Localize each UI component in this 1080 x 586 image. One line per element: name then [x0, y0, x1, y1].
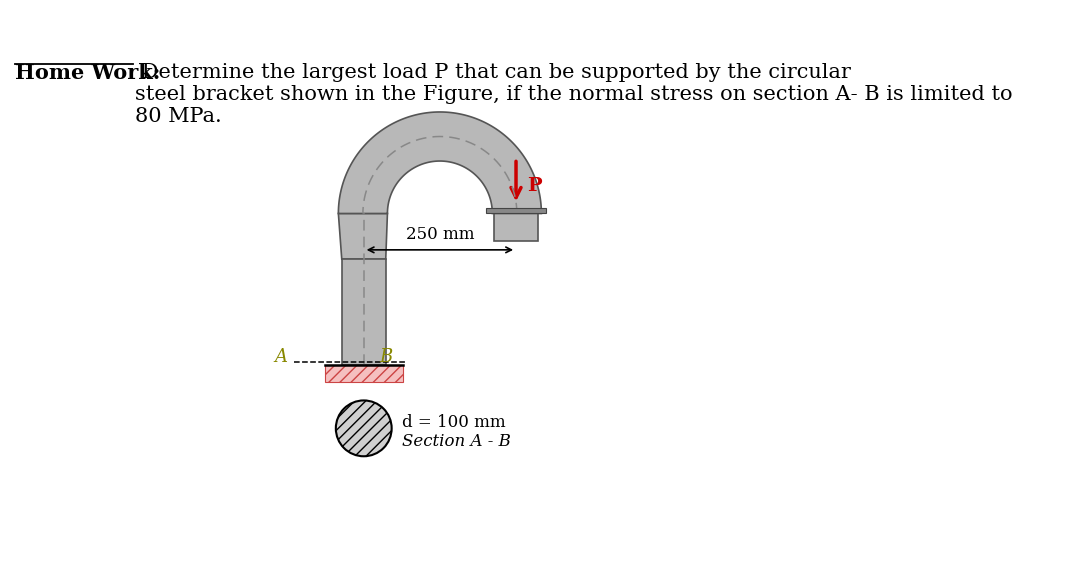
Polygon shape — [338, 213, 388, 259]
Text: Home Work:: Home Work: — [15, 63, 161, 83]
Text: d = 100 mm: d = 100 mm — [402, 414, 505, 431]
Text: Determine the largest load P that can be supported by the circular
steel bracket: Determine the largest load P that can be… — [135, 63, 1013, 126]
Bar — [325, 365, 403, 382]
Text: 250 mm: 250 mm — [406, 226, 474, 243]
Text: Section A - B: Section A - B — [402, 434, 511, 451]
Circle shape — [336, 400, 392, 456]
Bar — [486, 207, 546, 213]
Polygon shape — [338, 112, 541, 213]
Text: B: B — [379, 348, 392, 366]
Bar — [494, 213, 538, 240]
Bar — [341, 259, 386, 365]
Text: A: A — [274, 348, 287, 366]
Text: P: P — [527, 176, 542, 195]
